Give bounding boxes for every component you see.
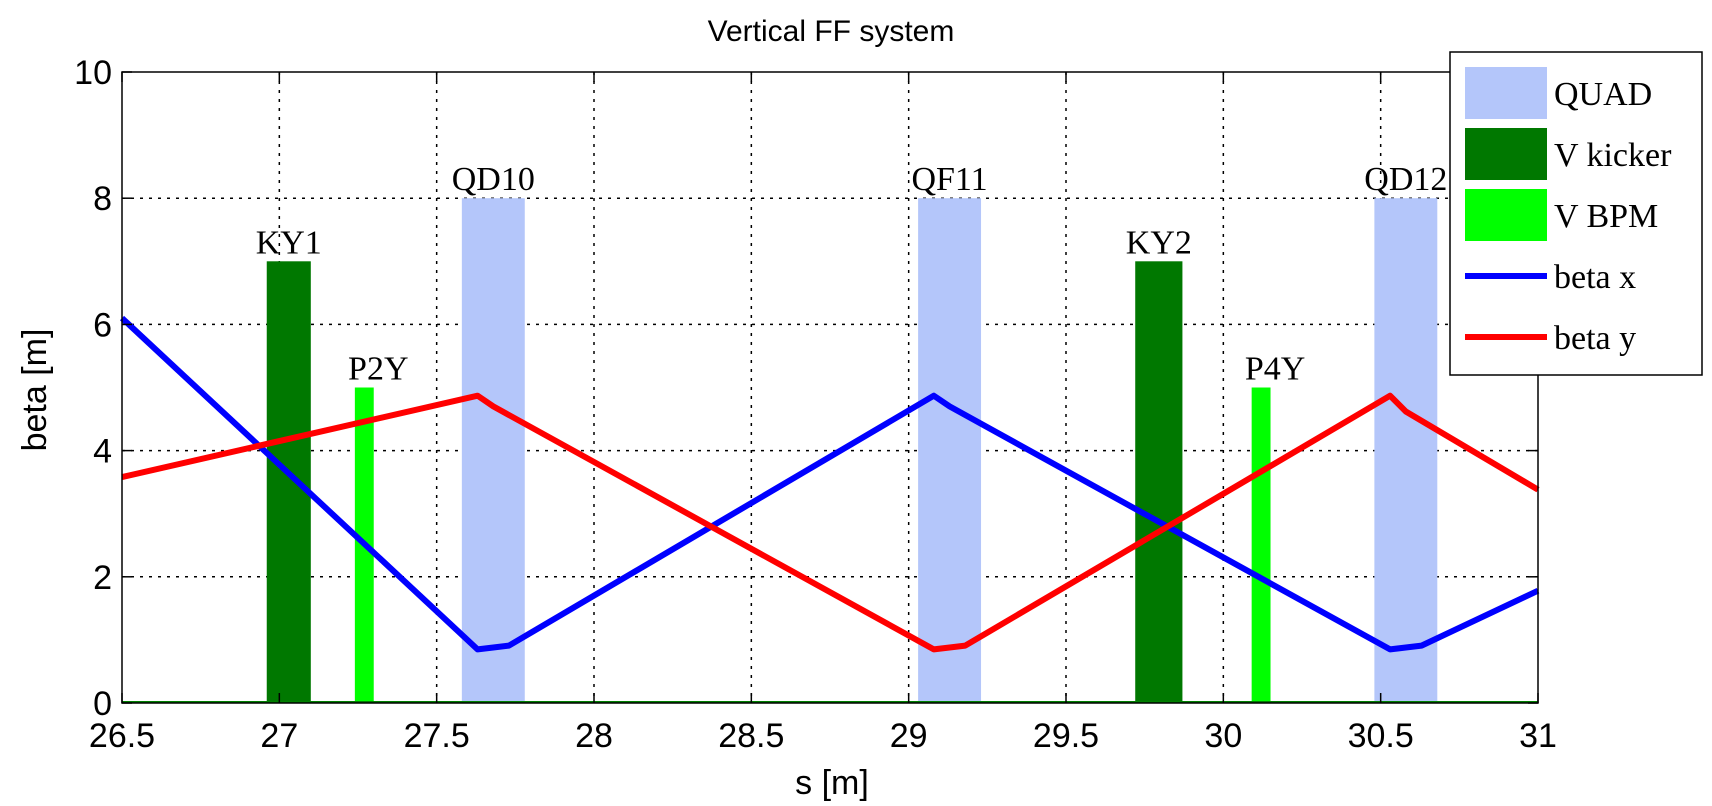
x-tick-label: 27: [260, 717, 298, 755]
y-tick-label: 2: [93, 559, 112, 597]
legend-label-v-kicker: V kicker: [1554, 137, 1672, 174]
y-tick-label: 0: [93, 685, 112, 723]
legend-label-beta-y: beta y: [1554, 320, 1636, 357]
y-tick-label: 10: [74, 54, 112, 92]
element-bar-p4y: [1251, 387, 1271, 703]
lattice-elements: [266, 198, 1438, 703]
element-label-p2y: P2Y: [348, 351, 408, 388]
x-tick-label: 29: [890, 717, 928, 755]
grid: [122, 72, 1538, 703]
element-bar-ky2: [1135, 261, 1183, 703]
x-tick-label: 26.5: [89, 717, 155, 755]
element-label-ky1: KY1: [256, 224, 322, 261]
x-tick-label: 31: [1519, 717, 1557, 755]
element-bar-ky1: [266, 261, 311, 703]
y-tick-label: 4: [93, 433, 112, 471]
legend: QUAD V kicker V BPM beta x beta y: [1449, 51, 1703, 376]
element-bar-qf11: [918, 198, 982, 703]
legend-label-quad: QUAD: [1554, 76, 1652, 113]
x-tick-label: 29.5: [1033, 717, 1099, 755]
axis-ticks: 26.5 27 27.5 28 28.5 29 29.5 30 30.5 31 0 2 4 6 8 10: [74, 54, 1557, 755]
element-bar-qd12: [1374, 198, 1438, 703]
element-label-p4y: P4Y: [1245, 351, 1305, 388]
legend-label-beta-x: beta x: [1554, 259, 1636, 296]
element-labels: KY1 P2Y QD10 QF11 KY2 P4Y QD12: [256, 161, 1448, 387]
y-tick-label: 6: [93, 306, 112, 344]
legend-label-v-bpm: V BPM: [1554, 198, 1658, 235]
x-tick-label: 28.5: [718, 717, 784, 755]
x-tick-label: 27.5: [404, 717, 470, 755]
series-line-beta-y: [121, 392, 1540, 653]
series-lines: [119, 315, 1540, 653]
plot-frame: [121, 71, 1539, 704]
element-label-ky2: KY2: [1126, 224, 1192, 261]
element-label-qf11: QF11: [911, 161, 987, 198]
element-bar-qd10: [461, 198, 525, 703]
series-line-beta-x: [119, 315, 1540, 653]
x-tick-label: 28: [575, 717, 613, 755]
legend-swatch-v-bpm: [1465, 189, 1547, 241]
y-axis-label: beta [m]: [16, 329, 54, 452]
legend-swatch-v-kicker: [1465, 128, 1547, 180]
x-tick-label: 30: [1204, 717, 1242, 755]
y-tick-label: 8: [93, 180, 112, 218]
chart-title: Vertical FF system: [708, 15, 955, 48]
x-axis-label: s [m]: [795, 764, 869, 802]
x-tick-label: 30.5: [1348, 717, 1414, 755]
element-label-qd10: QD10: [452, 161, 535, 198]
legend-swatch-quad: [1465, 67, 1547, 119]
element-label-qd12: QD12: [1364, 161, 1447, 198]
